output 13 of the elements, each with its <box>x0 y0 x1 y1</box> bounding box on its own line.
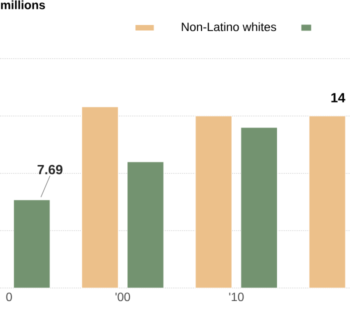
data-label: 7.69 <box>38 164 62 174</box>
bar <box>308 116 346 288</box>
bar <box>240 127 278 288</box>
x-tick-label: 0 <box>6 292 12 302</box>
bar <box>195 116 232 288</box>
bar <box>127 162 164 288</box>
bar <box>13 200 50 288</box>
x-tick-label: '00 <box>116 292 130 302</box>
annotation: 14 <box>331 93 346 102</box>
x-tick-label: '10 <box>229 292 244 302</box>
chart-title: millions <box>1 0 45 10</box>
legend-label: Non-Latino whites <box>182 22 276 32</box>
bar <box>82 106 118 288</box>
